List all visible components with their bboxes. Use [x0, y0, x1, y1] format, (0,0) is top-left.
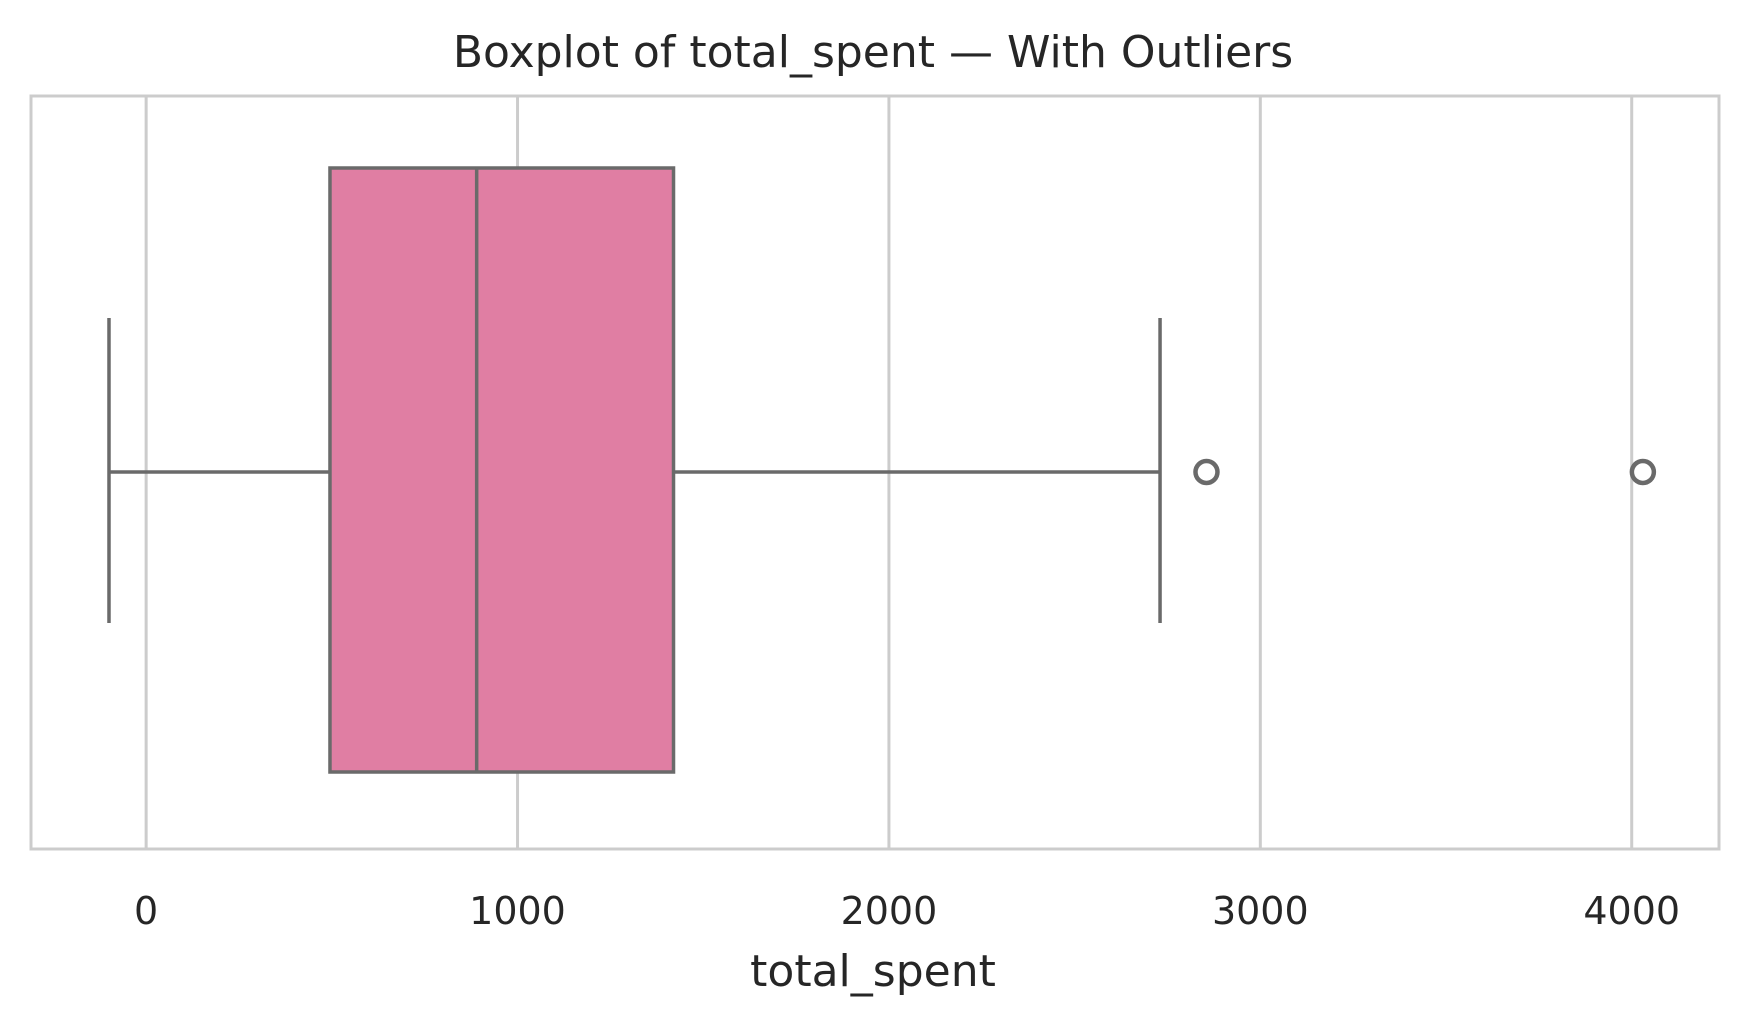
x-axis-label: total_spent [750, 946, 996, 997]
x-tick-label-2000: 2000 [841, 889, 938, 933]
x-tick-labels: 0 1000 2000 3000 4000 [134, 889, 1680, 933]
x-tick-label-1000: 1000 [469, 889, 566, 933]
x-tick-label-0: 0 [134, 889, 158, 933]
outlier-point-1 [1193, 458, 1220, 486]
chart-title: Boxplot of total_spent — With Outliers [453, 27, 1293, 78]
x-tick-label-4000: 4000 [1583, 889, 1680, 933]
interquartile-box [328, 166, 676, 774]
x-tick-label-3000: 3000 [1212, 889, 1309, 933]
outlier-points [1193, 458, 1657, 486]
box-plot [107, 166, 1162, 774]
outlier-point-2 [1629, 458, 1657, 486]
plot-area-frame [29, 94, 1721, 851]
